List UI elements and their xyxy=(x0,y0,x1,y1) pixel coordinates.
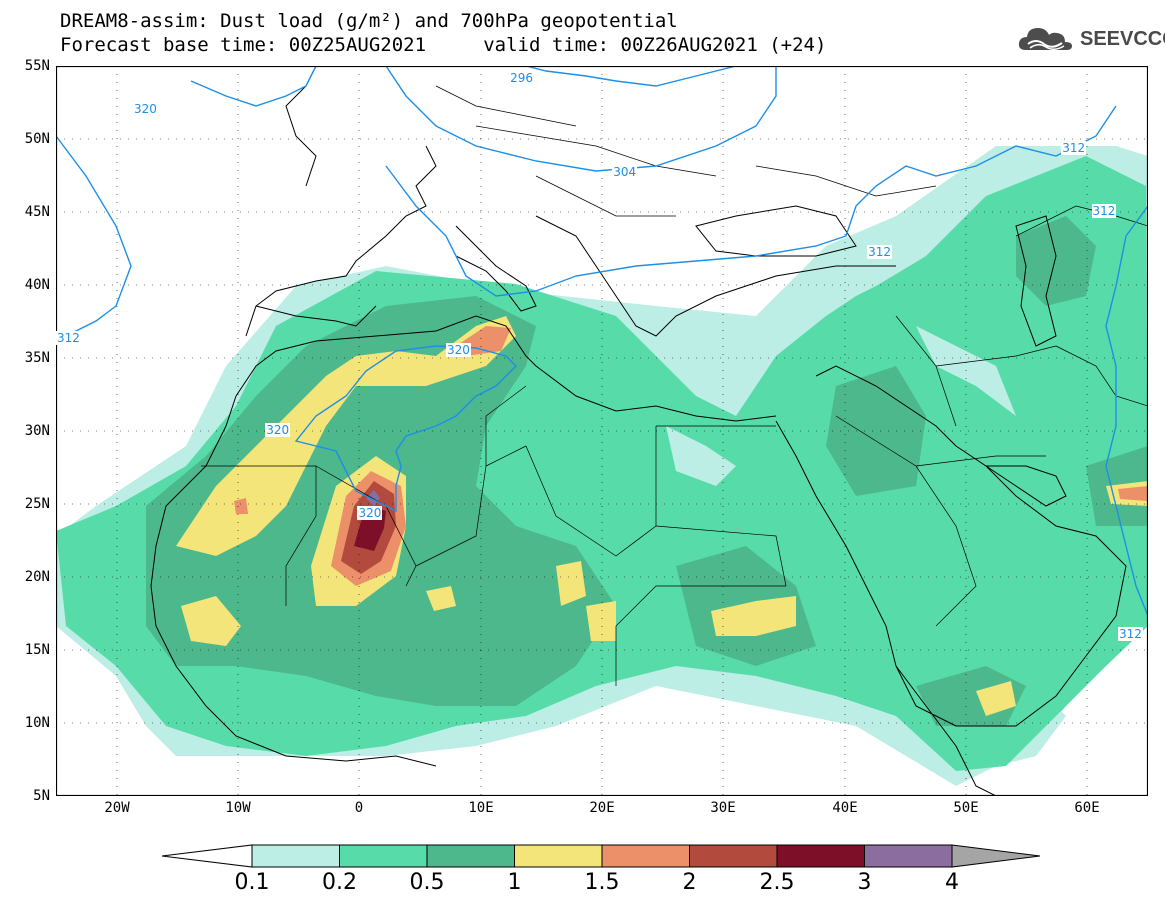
lon-tick-label: 60E xyxy=(1074,800,1100,816)
colorbar xyxy=(162,844,1041,868)
contour-label: 312 xyxy=(56,331,81,346)
dust-level-1 xyxy=(181,596,241,646)
lon-tick-label: 0 xyxy=(354,800,364,816)
lon-tick-label: 20W xyxy=(104,800,130,816)
lat-tick-label: 55N xyxy=(24,58,50,74)
lon-tick-label: 10E xyxy=(468,800,494,816)
colorbar-tick-label: 2.5 xyxy=(759,870,795,895)
colorbar-tick-label: 1 xyxy=(507,870,522,895)
colorbar-box xyxy=(601,844,690,868)
dust-level-1 xyxy=(711,596,796,636)
lat-tick-label: 30N xyxy=(24,423,50,439)
colorbar-tick-label: 0.2 xyxy=(322,870,357,895)
lat-tick-label: 50N xyxy=(24,131,50,147)
contour-label: 320 xyxy=(133,101,158,116)
colorbar-under-triangle xyxy=(162,844,253,868)
lon-tick-label: 10W xyxy=(225,800,251,816)
graticule xyxy=(56,66,1148,796)
dust-level-1 xyxy=(426,586,456,611)
map-frame xyxy=(56,66,1148,796)
colorbar-tick-label: 1.5 xyxy=(584,870,620,895)
seevccc-logo: SEEVCCC xyxy=(1018,24,1165,54)
geopotential-contours xyxy=(56,66,1148,617)
contour-label: 320 xyxy=(446,342,471,357)
lon-tick-label: 30E xyxy=(710,800,736,816)
figure-subtitle: Forecast base time: 00Z25AUG2021 valid t… xyxy=(60,34,827,56)
lat-tick-label: 15N xyxy=(24,642,50,658)
lat-tick-label: 20N xyxy=(24,569,50,585)
contour-label: 312 xyxy=(1061,141,1087,156)
dust-level-1 xyxy=(556,561,586,606)
dust-level-1.5 xyxy=(234,498,248,514)
map-svg xyxy=(56,66,1148,796)
contour-label: 320 xyxy=(265,423,291,437)
lon-tick-label: 20E xyxy=(589,800,615,816)
map-panel: 320 296 304 312 312 312 312 320 320 320 312 xyxy=(56,66,1148,796)
coastlines xyxy=(150,66,1127,796)
colorbar-tick-label: 3 xyxy=(857,870,872,895)
colorbar-box xyxy=(864,844,953,868)
colorbar-tick-label: 4 xyxy=(945,870,959,895)
colorbar-tick-label: 2 xyxy=(682,870,697,895)
contour-label: 304 xyxy=(612,164,638,179)
colorbar-box xyxy=(514,844,603,868)
contour-label: 312 xyxy=(867,244,892,259)
dust-level-1 xyxy=(176,316,516,556)
dust-level-0.5 xyxy=(826,366,926,496)
cloud-logo-icon xyxy=(1018,28,1072,51)
figure-title: DREAM8-assim: Dust load (g/m²) and 700hP… xyxy=(60,10,678,32)
dust-level-1 xyxy=(586,601,616,641)
dust-level-1 xyxy=(976,681,1016,716)
colorbar-box xyxy=(426,844,515,868)
lat-tick-label: 10N xyxy=(24,715,50,731)
logo-text: SEEVCCC xyxy=(1080,27,1165,50)
lon-tick-label: 40E xyxy=(832,800,858,816)
contour-label: 312 xyxy=(1091,204,1117,218)
dust-level-1.5 xyxy=(1118,486,1148,501)
lat-tick-label: 5N xyxy=(33,788,50,804)
contour-label: 320 xyxy=(357,506,383,521)
colorbar-box xyxy=(776,844,865,868)
lat-tick-label: 35N xyxy=(24,350,50,366)
colorbar-boxes xyxy=(251,844,953,868)
dust-level-0.5 xyxy=(1016,216,1096,306)
lat-tick-label: 45N xyxy=(24,204,50,220)
colorbar-over-triangle xyxy=(951,844,1041,868)
lat-tick-label: 40N xyxy=(24,277,50,293)
dust-shading-layer xyxy=(56,146,1148,786)
contour-label: 312 xyxy=(1118,627,1143,642)
colorbar-box xyxy=(689,844,778,868)
lat-tick-label: 25N xyxy=(24,496,50,512)
country-borders xyxy=(201,85,1148,686)
contour-label: 296 xyxy=(509,71,535,86)
colorbar-tick-label: 0.5 xyxy=(409,870,445,895)
lon-tick-label: 50E xyxy=(953,800,979,816)
colorbar-tick-label: 0.1 xyxy=(234,870,270,895)
colorbar-box xyxy=(251,844,340,868)
colorbar-box xyxy=(339,844,428,868)
